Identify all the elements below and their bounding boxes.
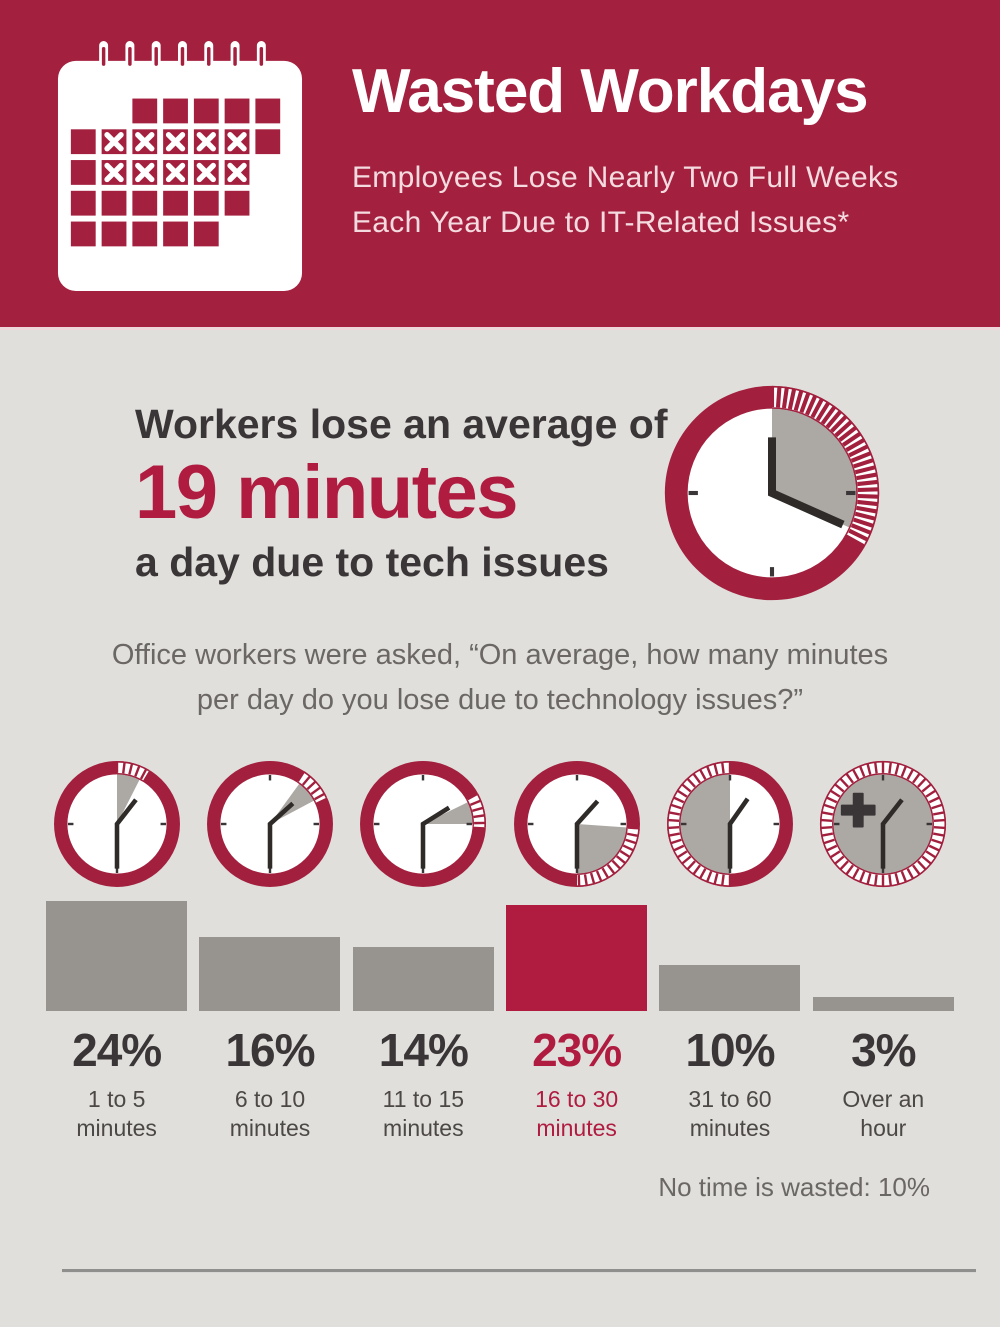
- stat-highlight: 19 minutes: [135, 450, 519, 535]
- percentage-label: 14%: [378, 1024, 469, 1076]
- percentage-label: 16%: [225, 1024, 315, 1076]
- divider-line: [62, 1269, 976, 1273]
- subtitle-line-2: Each Year Due to IT-Related Issues*: [352, 206, 850, 240]
- chart-column: 24% 1 to 5 minutes: [40, 757, 193, 1143]
- range-line-1: 6 to 10: [234, 1086, 306, 1112]
- bar-slot: [500, 899, 653, 1011]
- stat-block: Workers lose an average of 19 minutes a …: [135, 399, 667, 587]
- chart-column: 10% 31 to 60 minutes: [653, 757, 806, 1143]
- stat-line-2: a day due to tech issues: [135, 539, 609, 585]
- chart-column: 23% 16 to 30 minutes: [500, 757, 653, 1143]
- no-time-wasted-note: No time is wasted: 10%: [658, 1172, 930, 1202]
- range-line-2: minutes: [536, 1115, 617, 1141]
- range-line-2: minutes: [383, 1115, 464, 1141]
- range-label: Over an hour: [842, 1085, 924, 1143]
- big-clock-icon: [664, 385, 880, 601]
- clock-icon: [820, 760, 947, 888]
- page-title: Wasted Workdays: [352, 57, 869, 126]
- stat-line-1: Workers lose an average of: [135, 401, 668, 447]
- clock-icon: [53, 761, 180, 887]
- bar: [812, 997, 954, 1011]
- range-label: 6 to 10 minutes: [230, 1085, 311, 1143]
- clock-icon: [666, 761, 793, 887]
- range-line-1: 31 to 60: [688, 1086, 772, 1112]
- chart-column: 14% 11 to 15 minutes: [347, 757, 500, 1143]
- percentage-label: 10%: [685, 1024, 775, 1076]
- chart-column: 16% 6 to 10 minutes: [193, 757, 346, 1143]
- bar-slot: [653, 899, 806, 1011]
- range-label: 31 to 60 minutes: [688, 1085, 771, 1143]
- range-label: 16 to 30 minutes: [535, 1085, 618, 1143]
- range-line-1: 11 to 15: [382, 1086, 465, 1112]
- percentage-label: 23%: [532, 1024, 622, 1076]
- calendar-icon: [57, 41, 303, 291]
- range-line-1: 16 to 30: [535, 1086, 619, 1112]
- header-text: Wasted Workdays Employees Lose Nearly Tw…: [352, 56, 972, 245]
- range-label: 11 to 15 minutes: [383, 1085, 464, 1143]
- minutes-lost-chart: 24% 1 to 5 minutes 16% 6 to 10 minutes 1…: [40, 757, 960, 1143]
- range-label: 1 to 5 minutes: [76, 1085, 157, 1143]
- question-line-1: Office workers were asked, “On average, …: [111, 639, 889, 671]
- bar: [659, 965, 801, 1011]
- bar: [46, 900, 188, 1011]
- question-line-2: per day do you lose due to technology is…: [196, 684, 804, 716]
- subtitle-line-1: Employees Lose Nearly Two Full Weeks: [352, 161, 899, 195]
- range-line-1: Over an: [842, 1086, 925, 1112]
- page-subtitle: Employees Lose Nearly Two Full Weeks Eac…: [352, 155, 972, 245]
- range-line-1: 1 to 5: [87, 1086, 146, 1112]
- bar-slot: [40, 899, 193, 1011]
- bar-slot: [807, 899, 960, 1011]
- bar: [506, 905, 648, 1011]
- chart-column: 3% Over an hour: [807, 757, 960, 1143]
- clock-icon: [513, 761, 640, 887]
- bar-slot: [347, 899, 500, 1011]
- range-line-2: hour: [860, 1115, 907, 1141]
- bar: [352, 946, 494, 1011]
- percentage-label: 3%: [851, 1024, 916, 1076]
- header-band: Wasted Workdays Employees Lose Nearly Tw…: [0, 0, 1000, 330]
- survey-question: Office workers were asked, “On average, …: [0, 633, 1000, 723]
- range-line-2: minutes: [689, 1115, 771, 1141]
- bar: [199, 937, 341, 1011]
- clock-icon: [207, 761, 333, 887]
- percentage-label: 24%: [72, 1024, 162, 1076]
- clock-icon: [360, 761, 487, 887]
- range-line-2: minutes: [76, 1115, 157, 1141]
- chart-columns: 24% 1 to 5 minutes 16% 6 to 10 minutes 1…: [40, 757, 960, 1143]
- bar-slot: [193, 899, 346, 1011]
- range-line-2: minutes: [229, 1115, 311, 1141]
